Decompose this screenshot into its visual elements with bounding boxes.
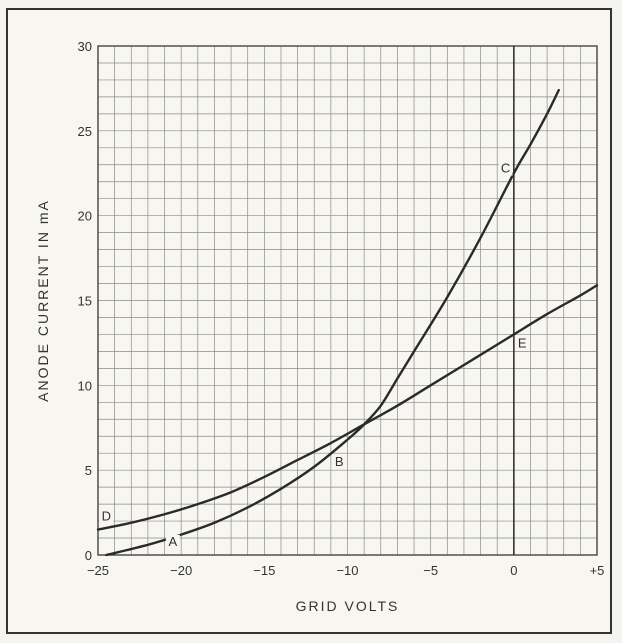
labels-layer: −25 −20 −15 −10 −5 0 +5 0 5 10 15 20 25 30 A B C D E: [78, 39, 605, 578]
annotation-label-c: C: [501, 161, 510, 176]
grid-major: [97, 45, 598, 556]
annotation-bg: [332, 455, 347, 470]
annotation-label-b: B: [335, 454, 344, 469]
annotation-bg: [515, 336, 530, 351]
x-tick-label: −15: [253, 563, 275, 578]
y-tick-label: 20: [78, 209, 92, 224]
series-line-2: [96, 284, 599, 531]
annotation-bg: [165, 534, 180, 549]
x-axis-label: GRID VOLTS: [296, 598, 400, 614]
y-axis-label: ANODE CURRENT IN mA: [35, 199, 51, 402]
chart-frame: [6, 8, 612, 634]
x-tick-label: +5: [590, 563, 605, 578]
series-layer: [96, 88, 599, 557]
grid-minor: [97, 45, 598, 556]
y-tick-label: 30: [78, 39, 92, 54]
y-tick-label: 0: [85, 548, 92, 563]
y-tick-label: 10: [78, 378, 92, 393]
annotation-label-e: E: [518, 335, 527, 350]
x-tick-label: −10: [336, 563, 358, 578]
annotation-label-a: A: [169, 534, 178, 549]
series-line-1: [105, 88, 560, 557]
x-tick-label: −25: [87, 563, 109, 578]
x-tick-label: −5: [423, 563, 438, 578]
annotation-label-d: D: [102, 508, 111, 523]
y-tick-label: 15: [78, 294, 92, 309]
annotation-bg: [498, 161, 513, 176]
x-tick-label: 0: [510, 563, 517, 578]
annotation-bg: [99, 509, 114, 524]
plot-border: [97, 45, 598, 556]
x-tick-label: −20: [170, 563, 192, 578]
y-tick-label: 25: [78, 124, 92, 139]
y-tick-label: 5: [85, 463, 92, 478]
